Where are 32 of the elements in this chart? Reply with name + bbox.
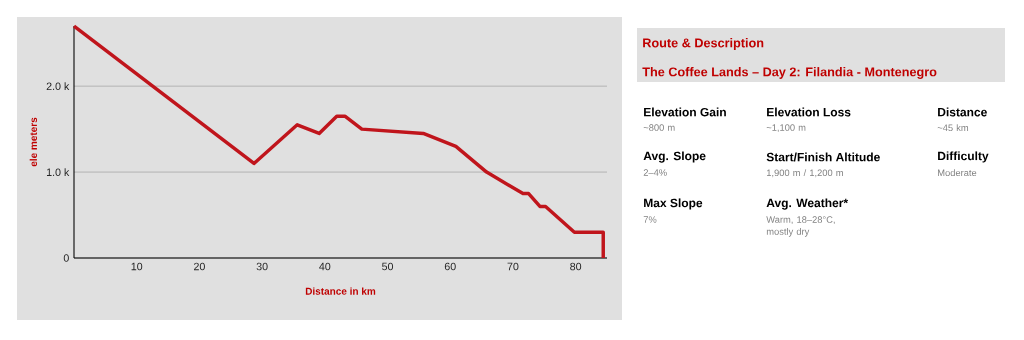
y-tick-label: 2.0 k bbox=[46, 82, 70, 91]
text: Moderate bbox=[938, 169, 977, 177]
x-tick-label: 40 bbox=[319, 262, 331, 271]
text: Elevation Gain bbox=[644, 107, 726, 117]
text: Distance bbox=[938, 107, 987, 117]
text: Avg. Slope bbox=[643, 151, 706, 163]
text: Max Slope bbox=[644, 198, 703, 210]
x-tick-label: 80 bbox=[570, 262, 582, 271]
text: ~800 m bbox=[643, 124, 675, 131]
text: The Coffee Lands – Day 2: Filandia - Montenegro bbox=[642, 67, 937, 79]
x-tick-label: 50 bbox=[382, 262, 394, 271]
text: ~45 km bbox=[937, 124, 969, 132]
x-tick-label: 20 bbox=[194, 262, 205, 271]
text: ~1,100 m bbox=[766, 124, 806, 132]
text: Avg. Weather* bbox=[766, 198, 849, 210]
text: Route & Description bbox=[643, 38, 764, 50]
y-tick-label: 0 bbox=[63, 254, 69, 262]
y-axis-title: ele meters bbox=[29, 117, 38, 167]
text: Warm, 18–28°C, mostly dry bbox=[766, 216, 835, 237]
x-tick-label: 10 bbox=[131, 262, 143, 271]
text: Difficulty bbox=[938, 151, 989, 163]
x-tick-label: 30 bbox=[256, 262, 268, 271]
text: 7% bbox=[643, 216, 657, 223]
x-tick-label: 70 bbox=[507, 262, 519, 271]
text: 1,900 m / 1,200 m bbox=[766, 169, 843, 178]
x-axis-title: Distance in km bbox=[305, 287, 376, 295]
text: Start/Finish Altitude bbox=[766, 152, 880, 162]
x-tick-label: 60 bbox=[444, 262, 456, 271]
y-tick-label: 1.0 k bbox=[46, 168, 70, 176]
text: Elevation Loss bbox=[767, 107, 851, 117]
line-series bbox=[72, 24, 605, 260]
text: 2–4% bbox=[643, 169, 667, 176]
